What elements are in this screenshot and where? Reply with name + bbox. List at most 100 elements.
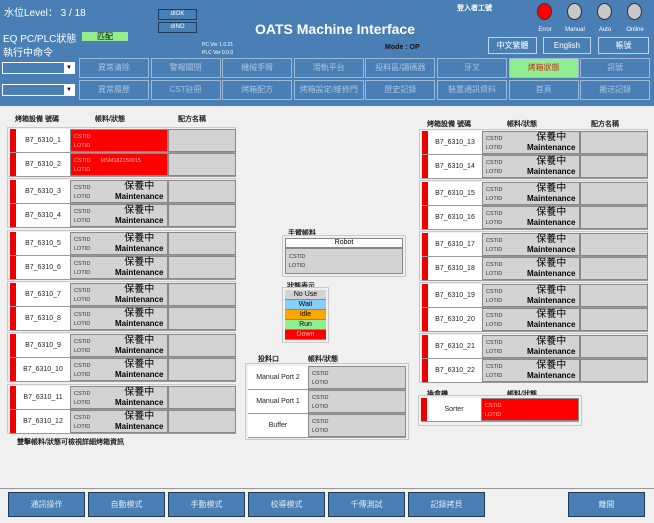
status-cell[interactable]: CSTID MSM182150015 LOTID: [70, 153, 168, 176]
recipe-cell[interactable]: [580, 359, 648, 382]
recipe-cell[interactable]: [168, 231, 236, 255]
status-cell[interactable]: CSTID LOTID 保養中 Maintenance: [482, 308, 580, 331]
status-cell[interactable]: CSTID LOTID 保養中 Maintenance: [482, 206, 580, 229]
status-cell[interactable]: CSTID LOTID 保養中 Maintenance: [482, 155, 580, 178]
oven-row[interactable]: B7_6310_20 CSTID LOTID 保養中 Maintenance: [422, 308, 648, 332]
recipe-cell[interactable]: [580, 131, 648, 154]
oven-row[interactable]: B7_6310_5 CSTID LOTID 保養中 Maintenance: [10, 231, 236, 256]
oven-row[interactable]: B7_6310_8 CSTID LOTID 保養中 Maintenance: [10, 306, 236, 331]
recipe-cell[interactable]: [580, 308, 648, 331]
nav-button[interactable]: 機械手臂: [222, 58, 293, 78]
status-cell[interactable]: CSTID LOTID 保養中 Maintenance: [482, 257, 580, 280]
dok-button[interactable]: dIOK: [158, 9, 197, 20]
port-row[interactable]: Buffer CSTID LOTID: [248, 414, 406, 438]
oven-row[interactable]: B7_6310_11 CSTID LOTID 保養中 Maintenance: [10, 385, 236, 410]
sorter-row[interactable]: Sorter CSTID LOTID: [421, 398, 579, 422]
recipe-cell[interactable]: [168, 204, 236, 228]
nav-button[interactable]: 牙叉: [437, 58, 507, 78]
recipe-cell[interactable]: [580, 233, 648, 256]
sorter-status[interactable]: CSTID LOTID: [481, 398, 579, 421]
status-cell[interactable]: CSTID LOTID 保養中 Maintenance: [70, 204, 168, 228]
recipe-cell[interactable]: [168, 153, 236, 176]
nav-button[interactable]: CST註冊: [150, 80, 221, 100]
bottom-button[interactable]: 手動模式: [168, 492, 245, 517]
nav-button[interactable]: 異常履歷: [79, 80, 149, 100]
oven-row[interactable]: B7_6310_14 CSTID LOTID 保養中 Maintenance: [422, 155, 648, 179]
status-cell[interactable]: CSTID LOTID 保養中 Maintenance: [70, 231, 168, 255]
nav-button[interactable]: 裝置通訊資料: [437, 80, 507, 100]
status-cell[interactable]: CSTID LOTID 保養中 Maintenance: [70, 180, 168, 204]
exit-button[interactable]: 離開: [568, 492, 645, 517]
recipe-cell[interactable]: [168, 334, 236, 358]
status-cell[interactable]: CSTID LOTID 保養中 Maintenance: [70, 282, 168, 306]
recipe-cell[interactable]: [168, 255, 236, 279]
nav-button[interactable]: 警報關閉: [150, 58, 221, 78]
status-cell[interactable]: CSTID LOTID 保養中 Maintenance: [482, 335, 580, 358]
recipe-cell[interactable]: [168, 385, 236, 409]
port-row[interactable]: Manual Port 1 CSTID LOTID: [248, 390, 406, 414]
recipe-cell[interactable]: [168, 129, 236, 152]
oven-row[interactable]: B7_6310_12 CSTID LOTID 保養中 Maintenance: [10, 409, 236, 434]
status-cell[interactable]: CSTID LOTID: [308, 390, 406, 413]
dno-button[interactable]: dINO: [158, 22, 197, 33]
status-cell[interactable]: CSTID LOTID 保養中 Maintenance: [482, 131, 580, 154]
oven-row[interactable]: B7_6310_19 CSTID LOTID 保養中 Maintenance: [422, 284, 648, 308]
recipe-cell[interactable]: [580, 335, 648, 358]
bottom-button[interactable]: 記錄拷貝: [408, 492, 485, 517]
recipe-cell[interactable]: [580, 182, 648, 205]
bottom-button[interactable]: 千傳測試: [328, 492, 405, 517]
recipe-cell[interactable]: [580, 257, 648, 280]
status-cell[interactable]: CSTID LOTID: [70, 129, 168, 152]
lang-english-button[interactable]: English: [543, 37, 591, 54]
oven-row[interactable]: B7_6310_6 CSTID LOTID 保養中 Maintenance: [10, 255, 236, 280]
nav-button[interactable]: 烤箱設定/維修門: [293, 80, 364, 100]
account-button[interactable]: 帳號: [598, 37, 649, 54]
nav-button[interactable]: 異常清除: [79, 58, 149, 78]
robot-status[interactable]: CSTID LOTID: [285, 248, 403, 274]
dropdown-2[interactable]: ▼: [2, 84, 75, 96]
status-cell[interactable]: CSTID LOTID: [308, 366, 406, 389]
recipe-cell[interactable]: [580, 206, 648, 229]
bottom-button[interactable]: 通訊操作: [8, 492, 85, 517]
oven-row[interactable]: B7_6310_3 CSTID LOTID 保養中 Maintenance: [10, 180, 236, 205]
status-cell[interactable]: CSTID LOTID: [308, 414, 406, 437]
bottom-button[interactable]: 校導模式: [248, 492, 325, 517]
oven-row[interactable]: B7_6310_10 CSTID LOTID 保養中 Maintenance: [10, 358, 236, 383]
nav-button[interactable]: 滑軌平台: [293, 58, 364, 78]
status-cell[interactable]: CSTID LOTID 保養中 Maintenance: [70, 334, 168, 358]
oven-row[interactable]: B7_6310_18 CSTID LOTID 保養中 Maintenance: [422, 257, 648, 281]
recipe-cell[interactable]: [168, 358, 236, 382]
recipe-cell[interactable]: [580, 155, 648, 178]
recipe-cell[interactable]: [168, 409, 236, 433]
status-cell[interactable]: CSTID LOTID 保養中 Maintenance: [70, 255, 168, 279]
status-cell[interactable]: CSTID LOTID 保養中 Maintenance: [482, 182, 580, 205]
status-cell[interactable]: CSTID LOTID 保養中 Maintenance: [482, 284, 580, 307]
nav-button[interactable]: 首頁: [508, 80, 579, 100]
recipe-cell[interactable]: [168, 306, 236, 330]
oven-row[interactable]: B7_6310_4 CSTID LOTID 保養中 Maintenance: [10, 204, 236, 229]
status-cell[interactable]: CSTID LOTID 保養中 Maintenance: [482, 359, 580, 382]
status-cell[interactable]: CSTID LOTID 保養中 Maintenance: [70, 306, 168, 330]
oven-row[interactable]: B7_6310_16 CSTID LOTID 保養中 Maintenance: [422, 206, 648, 230]
port-row[interactable]: Manual Port 2 CSTID LOTID: [248, 366, 406, 390]
nav-button[interactable]: 投料區/讀碼器: [365, 58, 436, 78]
bottom-button[interactable]: 自動模式: [88, 492, 165, 517]
oven-row[interactable]: B7_6310_15 CSTID LOTID 保養中 Maintenance: [422, 182, 648, 206]
recipe-cell[interactable]: [168, 282, 236, 306]
robot-panel[interactable]: Robot CSTID LOTID: [282, 235, 406, 277]
status-cell[interactable]: CSTID LOTID 保養中 Maintenance: [70, 385, 168, 409]
lang-chinese-button[interactable]: 中文繁體: [488, 37, 537, 54]
oven-row[interactable]: B7_6310_7 CSTID LOTID 保養中 Maintenance: [10, 282, 236, 307]
status-cell[interactable]: CSTID LOTID 保養中 Maintenance: [70, 409, 168, 433]
oven-row[interactable]: B7_6310_22 CSTID LOTID 保養中 Maintenance: [422, 359, 648, 383]
nav-button[interactable]: 歷史記錄: [365, 80, 436, 100]
nav-button[interactable]: 烤箱狀態: [508, 58, 579, 78]
nav-button[interactable]: 搬送記錄: [580, 80, 651, 100]
oven-row[interactable]: B7_6310_21 CSTID LOTID 保養中 Maintenance: [422, 335, 648, 359]
recipe-cell[interactable]: [168, 180, 236, 204]
recipe-cell[interactable]: [580, 284, 648, 307]
status-cell[interactable]: CSTID LOTID 保養中 Maintenance: [70, 358, 168, 382]
dropdown-1[interactable]: ▼: [2, 62, 75, 74]
oven-row[interactable]: B7_6310_17 CSTID LOTID 保養中 Maintenance: [422, 233, 648, 257]
oven-row[interactable]: B7_6310_9 CSTID LOTID 保養中 Maintenance: [10, 334, 236, 359]
